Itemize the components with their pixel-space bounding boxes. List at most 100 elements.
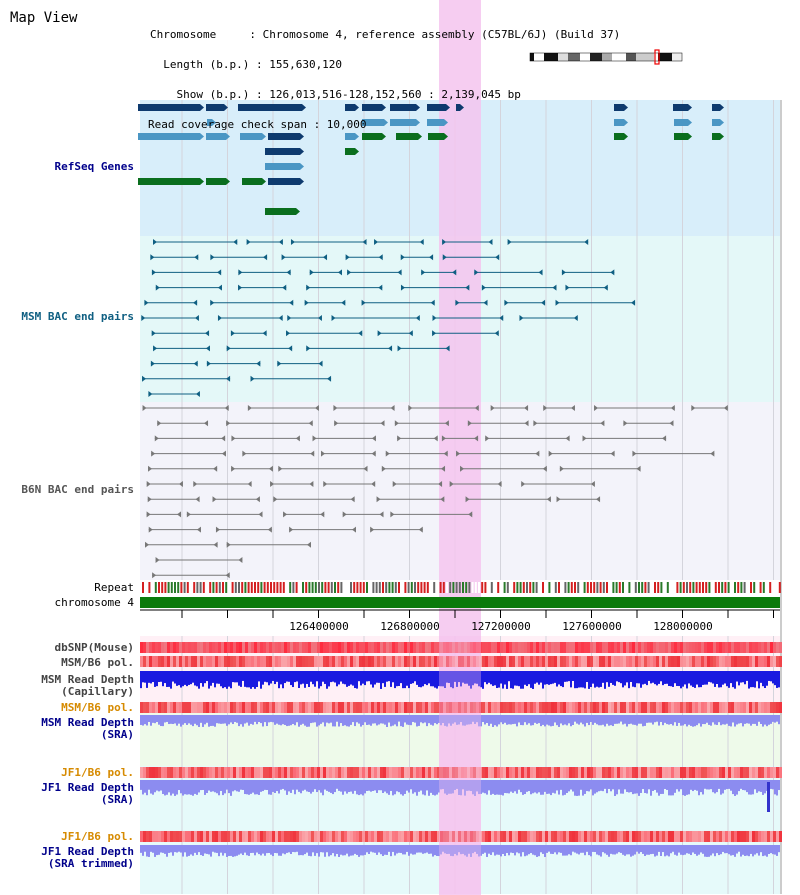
read-depth-bar	[466, 845, 468, 857]
read-depth-bar	[474, 715, 476, 724]
bac-end-marker	[390, 405, 395, 411]
polymorphism-cell	[593, 702, 596, 713]
polymorphism-cell	[305, 702, 308, 713]
bac-end-marker	[376, 496, 381, 503]
track-label-jf1-b6-pol[interactable]: JF1/B6 pol.	[61, 766, 134, 779]
bac-end-marker	[455, 299, 460, 306]
bac-end-marker	[263, 254, 268, 261]
read-depth-bar	[630, 845, 632, 857]
read-depth-bar	[592, 671, 594, 684]
read-depth-bar	[512, 671, 514, 689]
polymorphism-cell	[746, 656, 749, 667]
polymorphism-cell	[569, 656, 572, 667]
polymorphism-cell	[329, 831, 332, 842]
read-depth-bar	[148, 845, 150, 857]
read-depth-bar	[426, 715, 428, 727]
polymorphism-cell	[764, 831, 767, 842]
polymorphism-cell	[260, 831, 263, 842]
track-label-jf1-depth-trimmed[interactable]: JF1 Read Depth	[41, 845, 134, 858]
polymorphism-cell	[254, 642, 257, 653]
ideogram-band	[544, 53, 558, 61]
repeat-element	[577, 582, 580, 593]
polymorphism-cell	[668, 831, 671, 842]
read-depth-bar	[618, 715, 620, 724]
read-depth-bar	[452, 671, 454, 689]
polymorphism-cell	[503, 702, 506, 713]
read-depth-bar	[270, 780, 272, 795]
read-depth-bar	[196, 845, 198, 855]
read-depth-bar	[206, 780, 208, 794]
read-depth-bar	[414, 671, 416, 682]
polymorphism-cell	[470, 656, 473, 667]
polymorphism-cell	[767, 831, 770, 842]
read-depth-bar	[760, 715, 762, 724]
read-depth-bar	[186, 715, 188, 725]
polymorphism-cell	[470, 767, 473, 778]
polymorphism-cell	[650, 642, 653, 653]
read-depth-bar	[292, 671, 294, 688]
read-depth-bar	[232, 780, 234, 792]
ideogram-band	[612, 53, 626, 61]
polymorphism-cell	[212, 656, 215, 667]
read-depth-bar	[210, 780, 212, 792]
polymorphism-cell	[743, 767, 746, 778]
polymorphism-cell	[167, 831, 170, 842]
polymorphism-cell	[683, 656, 686, 667]
polymorphism-cell	[686, 831, 689, 842]
repeat-element	[526, 582, 528, 593]
polymorphism-cell	[440, 642, 443, 653]
read-depth-bar	[608, 845, 610, 857]
track-label-dbsnp[interactable]: dbSNP(Mouse)	[54, 641, 134, 654]
read-depth-bar	[702, 845, 704, 854]
read-depth-bar	[318, 780, 320, 791]
polymorphism-cell	[665, 831, 668, 842]
polymorphism-cell	[176, 656, 179, 667]
bac-end-marker	[380, 420, 385, 427]
track-label-b6n-bac[interactable]: B6N BAC end pairs	[21, 483, 134, 496]
gene-feature	[362, 104, 382, 111]
track-label-msm-depth-capillary[interactable]: MSM Read Depth	[41, 673, 134, 686]
polymorphism-cell	[554, 702, 557, 713]
track-label-jf1-depth-sra[interactable]: JF1 Read Depth	[41, 781, 134, 794]
track-label-refseq-genes[interactable]: RefSeq Genes	[54, 160, 134, 173]
bac-end-marker	[397, 269, 402, 276]
track-label-msm-depth-sra[interactable]: MSM Read Depth	[41, 716, 134, 729]
read-depth-bar	[426, 780, 428, 791]
polymorphism-cell	[443, 831, 446, 842]
read-depth-bar	[158, 845, 160, 855]
polymorphism-cell	[638, 642, 641, 653]
read-depth-bar	[558, 845, 560, 853]
track-label-jf1-b6-pol-2[interactable]: JF1/B6 pol.	[61, 830, 134, 843]
polymorphism-cell	[362, 702, 365, 713]
read-depth-bar	[166, 845, 168, 857]
read-depth-bar	[208, 845, 210, 855]
read-depth-bar	[538, 715, 540, 724]
read-depth-bar	[726, 715, 728, 724]
track-label-msm-b6-pol-2[interactable]: MSM/B6 pol.	[61, 701, 134, 714]
track-label-msm-bac[interactable]: MSM BAC end pairs	[21, 310, 134, 323]
read-depth-bar	[278, 671, 280, 689]
read-depth-bar	[760, 845, 762, 853]
read-depth-bar	[762, 715, 764, 727]
read-depth-bar	[694, 671, 696, 688]
read-depth-bar	[314, 780, 316, 790]
read-depth-bar	[532, 671, 534, 689]
read-depth-bar	[208, 671, 210, 689]
track-label-msm-b6-pol[interactable]: MSM/B6 pol.	[61, 656, 134, 669]
read-depth-bar	[484, 845, 486, 853]
read-depth-bar	[696, 671, 698, 685]
read-depth-bar	[180, 780, 182, 794]
polymorphism-cell	[617, 702, 620, 713]
read-depth-bar	[380, 671, 382, 689]
polymorphism-cell	[188, 767, 191, 778]
polymorphism-cell	[272, 702, 275, 713]
read-depth-bar	[228, 780, 230, 794]
polymorphism-cell	[548, 702, 551, 713]
read-depth-bar	[254, 671, 256, 689]
read-depth-bar	[166, 671, 168, 687]
bac-end-marker	[488, 239, 493, 245]
read-depth-bar	[534, 715, 536, 723]
read-depth-bar	[776, 780, 778, 796]
polymorphism-cell	[158, 656, 161, 667]
